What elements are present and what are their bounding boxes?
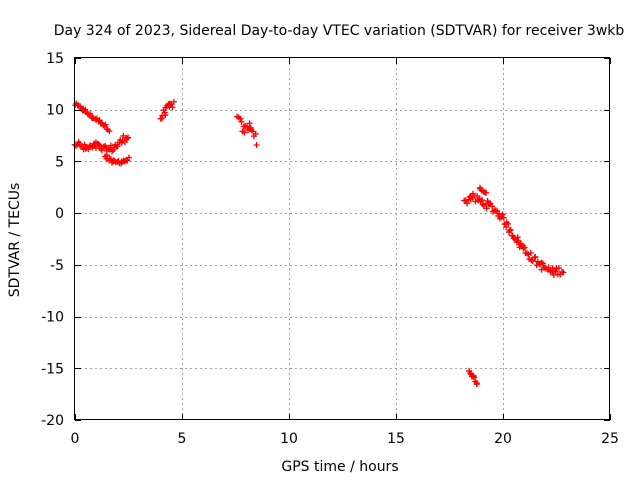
data-point: [515, 237, 522, 244]
data-point: [499, 211, 506, 218]
data-point: [462, 197, 469, 204]
data-point: [243, 123, 250, 130]
data-point: [95, 141, 102, 148]
data-point: [106, 128, 113, 135]
data-point: [489, 203, 496, 210]
data-point: [238, 118, 245, 125]
data-points: [71, 98, 567, 388]
data-point: [101, 122, 108, 129]
x-tick-label: 5: [178, 431, 187, 447]
data-point: [125, 134, 132, 141]
y-tick-label: -20: [41, 413, 64, 429]
data-point: [514, 234, 521, 241]
data-point: [123, 135, 130, 142]
data-point: [527, 249, 534, 256]
y-tick-label: 0: [55, 206, 64, 222]
data-point: [494, 207, 501, 214]
x-tick-label: 0: [71, 431, 80, 447]
data-point: [529, 257, 536, 264]
data-point: [102, 121, 109, 128]
data-point: [246, 120, 253, 127]
data-point: [252, 130, 259, 137]
x-axis-label: GPS time / hours: [281, 459, 398, 475]
data-point: [483, 205, 490, 212]
y-tick-label: 15: [46, 51, 64, 67]
data-point: [510, 235, 517, 242]
y-tick-label: -5: [50, 258, 64, 274]
grid-lines: [75, 58, 610, 420]
data-point: [96, 117, 103, 124]
data-point: [560, 269, 567, 276]
y-tick-label: -15: [41, 361, 64, 377]
y-tick-label: -10: [41, 310, 64, 326]
data-point: [241, 129, 248, 136]
plot-frame: [74, 57, 610, 420]
data-point: [466, 193, 473, 200]
data-point: [507, 226, 514, 233]
data-point: [237, 115, 244, 122]
y-tick-label: 5: [55, 154, 64, 170]
data-point: [121, 139, 128, 146]
data-point: [473, 381, 480, 388]
data-point: [471, 374, 478, 381]
data-point: [161, 109, 168, 116]
data-point: [521, 244, 528, 251]
x-tick-label: 20: [494, 431, 512, 447]
data-point: [479, 197, 486, 204]
axis-ticks: 0 5 10 15 20 25 15 10 5 0 -5 -10 -15 -20: [41, 51, 619, 447]
data-point: [98, 147, 105, 154]
data-point: [253, 142, 260, 149]
data-point: [170, 98, 177, 105]
data-point: [483, 189, 490, 196]
data-point: [532, 253, 539, 260]
data-point: [96, 142, 103, 149]
data-point: [500, 214, 507, 221]
y-tick-label: 10: [46, 103, 64, 119]
data-point: [555, 264, 562, 271]
data-point: [125, 154, 132, 161]
data-point: [105, 145, 112, 152]
data-point: [474, 193, 481, 200]
data-point: [107, 142, 114, 149]
data-point: [539, 260, 546, 267]
data-point: [520, 245, 527, 252]
x-tick-label: 25: [601, 431, 619, 447]
x-tick-label: 10: [280, 431, 298, 447]
data-point: [92, 145, 99, 152]
data-point: [545, 264, 552, 271]
data-point: [464, 200, 471, 207]
data-point: [505, 220, 512, 227]
y-axis-label: SDTVAR / TECUs: [7, 183, 23, 298]
data-point: [467, 370, 474, 377]
x-tick-label: 15: [387, 431, 405, 447]
chart-title: Day 324 of 2023, Sidereal Day-to-day VTE…: [54, 23, 625, 39]
data-point: [169, 104, 176, 111]
